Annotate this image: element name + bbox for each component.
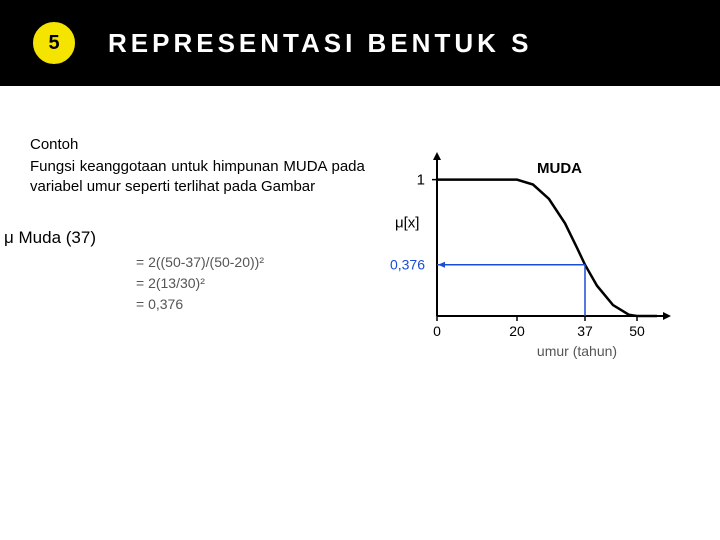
calculation-lines: = 2((50-37)/(50-20))² = 2(13/30)² = 0,37…	[136, 252, 365, 315]
slide-title: REPRESENTASI BENTUK S	[108, 28, 532, 59]
slide-header: 5 REPRESENTASI BENTUK S	[0, 0, 720, 86]
chart-svg: 1 0 20 37 50 0,376 μ[x] MUDA umur (tahun)	[375, 136, 685, 376]
calc-line-3: = 0,376	[136, 294, 365, 315]
svg-text:37: 37	[577, 323, 593, 339]
calc-line-2: = 2(13/30)²	[136, 273, 365, 294]
svg-text:1: 1	[417, 172, 425, 189]
svg-text:MUDA: MUDA	[537, 160, 582, 177]
mu-function-label: μ Muda (37)	[4, 228, 365, 248]
svg-text:20: 20	[509, 323, 525, 339]
svg-text:umur (tahun): umur (tahun)	[537, 343, 617, 359]
membership-chart: 1 0 20 37 50 0,376 μ[x] MUDA umur (tahun)	[375, 136, 685, 376]
slide-number: 5	[48, 32, 59, 55]
example-paragraph: Fungsi keanggotaan untuk himpunan MUDA p…	[30, 157, 365, 198]
svg-text:μ[x]: μ[x]	[395, 214, 419, 231]
example-label: Contoh	[30, 136, 365, 153]
calc-line-1: = 2((50-37)/(50-20))²	[136, 252, 365, 273]
svg-text:0: 0	[433, 323, 441, 339]
svg-text:50: 50	[629, 323, 645, 339]
slide-number-badge: 5	[30, 19, 78, 67]
right-column: 1 0 20 37 50 0,376 μ[x] MUDA umur (tahun)	[375, 136, 690, 376]
left-column: Contoh Fungsi keanggotaan untuk himpunan…	[30, 136, 365, 376]
svg-text:0,376: 0,376	[390, 257, 425, 273]
content-area: Contoh Fungsi keanggotaan untuk himpunan…	[0, 86, 720, 376]
